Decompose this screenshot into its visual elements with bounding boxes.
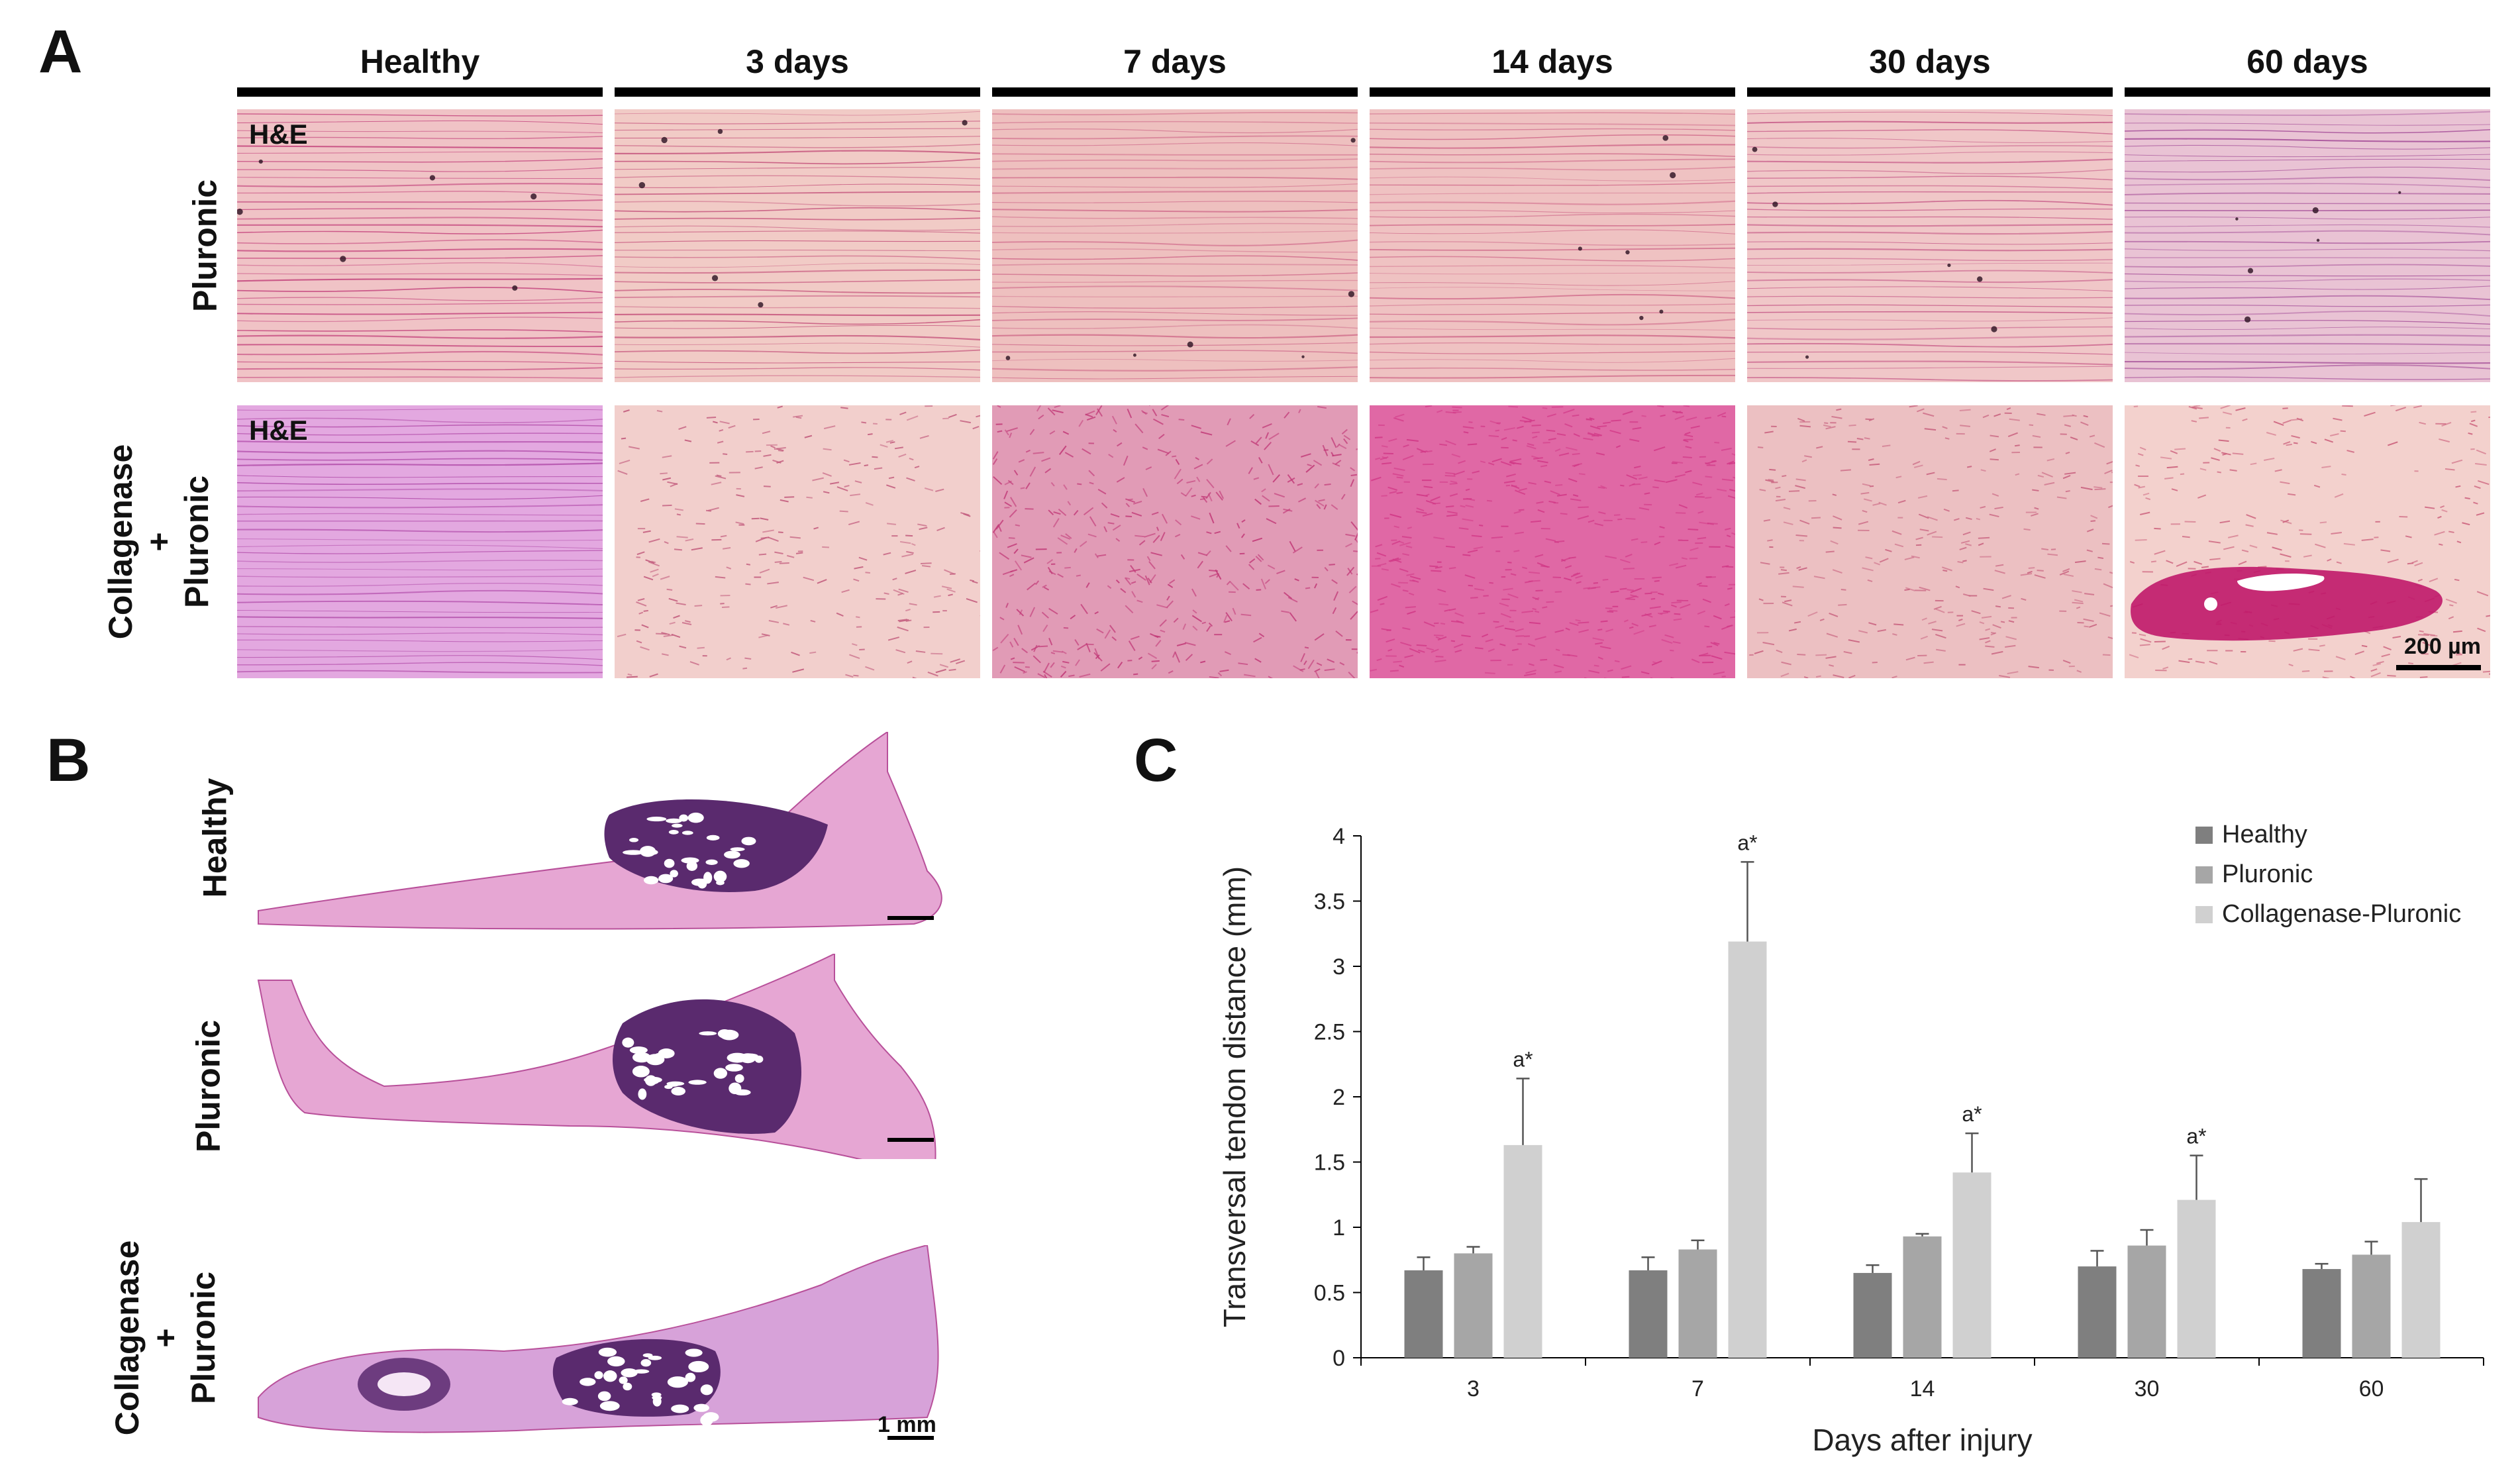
column-header-bar	[992, 87, 1358, 97]
bar	[1678, 1249, 1717, 1358]
row-label-line: +	[140, 532, 177, 552]
column-header: Healthy	[360, 43, 480, 80]
histology-image: H&E	[237, 109, 603, 382]
row-label-line: Pluronic	[184, 1271, 222, 1405]
column-header-bar	[2125, 87, 2490, 97]
histology-image	[1747, 405, 2113, 678]
y-tick-label: 0.5	[1314, 1281, 1345, 1306]
histology-image	[992, 405, 1358, 678]
bar	[1404, 1270, 1443, 1358]
tissue-section-image	[252, 732, 954, 937]
legend-swatch	[2195, 906, 2213, 923]
tissue-section-image	[252, 1245, 954, 1450]
panel-a-letter: A	[38, 18, 83, 85]
column-header: 60 days	[2246, 43, 2368, 80]
row-label: Pluronic	[186, 179, 225, 312]
x-tick-label: 3	[1467, 1376, 1480, 1401]
row-label: Collagenase + Pluronic	[102, 444, 217, 640]
scale-bar-label: 1 mm	[878, 1412, 936, 1437]
row-label-line: Pluronic	[186, 179, 224, 313]
histology-image	[992, 109, 1358, 382]
y-tick-label: 3	[1333, 954, 1345, 980]
legend-label: Healthy	[2222, 821, 2307, 848]
bar	[1853, 1272, 1892, 1358]
histology-image: H&E	[237, 405, 603, 678]
histology-image	[2125, 109, 2490, 382]
legend-swatch	[2195, 827, 2213, 844]
histology-image	[1370, 109, 1735, 382]
tissue-section-image	[252, 954, 954, 1159]
histology-image	[1747, 109, 2113, 382]
legend-swatch	[2195, 866, 2213, 884]
significance-label: a*	[1513, 1047, 1533, 1071]
row-label-line: Healthy	[196, 778, 234, 898]
scale-bar	[2396, 665, 2481, 670]
histology-image: 200 µm	[2125, 405, 2490, 678]
legend-label: Pluronic	[2222, 860, 2313, 888]
bar	[2401, 1222, 2441, 1358]
y-tick-label: 2	[1333, 1085, 1345, 1110]
bar	[1903, 1236, 1942, 1358]
histology-image	[615, 405, 980, 678]
legend-label: Collagenase-Pluronic	[2222, 900, 2461, 928]
stain-label: H&E	[249, 415, 308, 446]
column-header-bar	[1747, 87, 2113, 97]
significance-label: a*	[2186, 1125, 2206, 1148]
row-label-line: Pluronic	[189, 1019, 227, 1153]
y-tick-label: 1	[1333, 1215, 1345, 1241]
row-label-line: Collagenase	[108, 1240, 146, 1436]
y-tick-label: 2.5	[1314, 1020, 1345, 1045]
column-header: 3 days	[746, 43, 849, 80]
row-label: Collagenase + Pluronic	[109, 1241, 223, 1436]
bar	[1728, 941, 1767, 1358]
bar	[1454, 1253, 1493, 1358]
x-tick-label: 7	[1691, 1376, 1704, 1401]
bar	[2127, 1245, 2166, 1358]
y-tick-label: 3.5	[1314, 889, 1345, 915]
x-axis-title: Days after injury	[1812, 1423, 2032, 1457]
bar	[2078, 1266, 2117, 1358]
column-header: 30 days	[1869, 43, 1991, 80]
x-tick-label: 30	[2135, 1376, 2160, 1401]
row-label-line: +	[146, 1328, 184, 1348]
bar	[1629, 1270, 1668, 1358]
y-axis-title: Transversal tendon distance (mm)	[1217, 866, 1252, 1327]
panel-c-bar-chart: 0 0.5 1 1.5 2 2.5 3 3.5 4 3 a* 7 a* 14 a* 30 a* 60 Days af…	[1217, 821, 2484, 1457]
column-header-bar	[615, 87, 980, 97]
column-header: 14 days	[1491, 43, 1613, 80]
row-label-line: Collagenase	[101, 444, 139, 640]
panel-c-letter: C	[1134, 727, 1178, 794]
histology-image	[1370, 405, 1735, 678]
row-label: Pluronic	[189, 1020, 228, 1152]
bar	[1952, 1172, 1991, 1358]
scale-bar-label: 200 µm	[2404, 634, 2481, 659]
bar	[1503, 1144, 1542, 1358]
y-tick-label: 0	[1333, 1346, 1345, 1371]
y-tick-label: 4	[1333, 824, 1345, 849]
column-header-bar	[1370, 87, 1735, 97]
stain-label: H&E	[249, 119, 308, 150]
bar	[2352, 1254, 2391, 1358]
significance-label: a*	[1737, 831, 1757, 854]
column-header: 7 days	[1123, 43, 1227, 80]
significance-label: a*	[1962, 1102, 1982, 1126]
bar	[2177, 1199, 2216, 1358]
y-tick-label: 1.5	[1314, 1150, 1345, 1176]
row-label-line: Pluronic	[177, 475, 215, 609]
x-tick-label: 60	[2359, 1376, 2384, 1401]
column-header-bar	[237, 87, 603, 97]
histology-image	[615, 109, 980, 382]
bar	[2302, 1269, 2341, 1358]
row-label: Healthy	[196, 778, 234, 898]
panel-b-letter: B	[46, 727, 91, 794]
x-tick-label: 14	[1910, 1376, 1935, 1401]
